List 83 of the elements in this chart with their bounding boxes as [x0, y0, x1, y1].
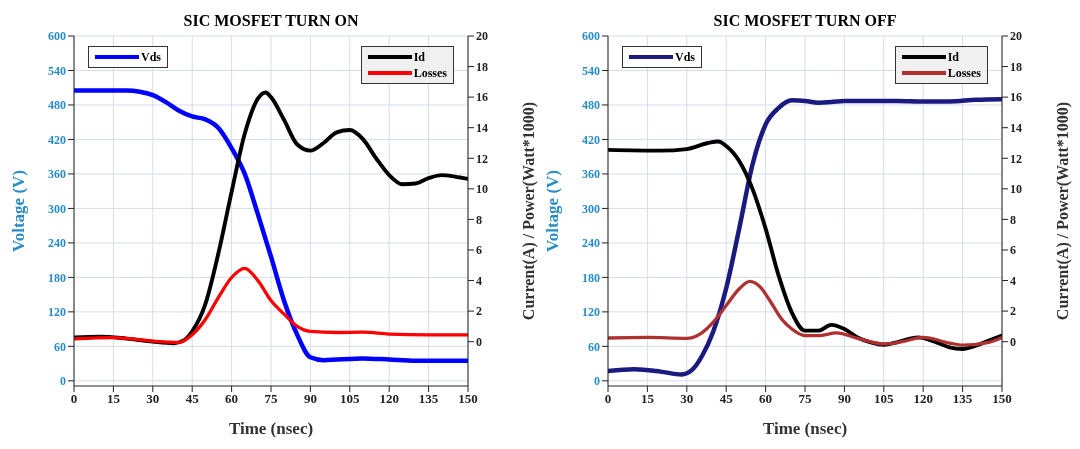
- x-tick-label: 60: [759, 391, 773, 407]
- y-tick-label: 300: [582, 201, 600, 216]
- y2-tick-label: 4: [476, 273, 482, 288]
- x-tick-label: 30: [146, 391, 160, 407]
- y-tick-label: 540: [48, 63, 66, 78]
- y2-tick-label: 6: [1010, 243, 1016, 258]
- y2-tick-label: 16: [1010, 90, 1022, 105]
- y-tick-label: 0: [594, 374, 600, 389]
- y-tick-label: 600: [582, 29, 600, 44]
- y-tick-label: 480: [48, 98, 66, 113]
- x-tick-label: 15: [640, 391, 655, 407]
- y2-tick-label: 20: [1010, 29, 1022, 44]
- x-tick-label: 15: [106, 391, 121, 407]
- legend-label: Vds: [675, 49, 696, 65]
- y2-tick-label: 18: [476, 59, 488, 74]
- y2-tick-label: 12: [1010, 151, 1022, 166]
- y2-tick-label: 0: [476, 334, 482, 349]
- y-tick-label: 300: [48, 201, 66, 216]
- line-series: [74, 266, 468, 344]
- y2-tick-label: 2: [476, 304, 482, 319]
- x-tick-label: 45: [719, 391, 734, 407]
- x-tick-label: 120: [913, 391, 933, 407]
- legend-label: Id: [413, 49, 425, 65]
- y-tick-label: 600: [48, 29, 66, 44]
- y-tick-label: 240: [582, 236, 600, 251]
- y-tick-label: 120: [582, 305, 600, 320]
- y2-tick-label: 18: [1010, 59, 1022, 74]
- x-tick-label: 90: [837, 391, 851, 407]
- y2-tick-label: 6: [476, 243, 482, 258]
- x-tick-label: 135: [418, 391, 439, 407]
- x-tick-label: 60: [225, 391, 239, 407]
- x-axis-title: Time (nsec): [762, 419, 848, 438]
- y-axis-title: Voltage (V): [9, 170, 29, 252]
- y2-tick-label: 0: [1010, 334, 1016, 349]
- y-tick-label: 240: [48, 236, 66, 251]
- y-tick-label: 180: [582, 270, 600, 285]
- y-tick-label: 180: [48, 270, 66, 285]
- x-tick-label: 105: [874, 391, 895, 407]
- y2-tick-label: 12: [476, 151, 488, 166]
- line-series: [608, 96, 1002, 377]
- y2-tick-label: 14: [1010, 120, 1022, 135]
- y2-tick-label: 10: [1010, 182, 1022, 197]
- y2-tick-label: 14: [476, 120, 488, 135]
- x-tick-label: 0: [604, 391, 612, 407]
- y-tick-label: 480: [582, 98, 600, 113]
- y-tick-label: 540: [582, 63, 600, 78]
- line-series: [608, 279, 1002, 347]
- x-tick-label: 45: [185, 391, 200, 407]
- legend-label: Losses: [947, 65, 981, 81]
- x-tick-label: 120: [379, 391, 399, 407]
- x-tick-label: 0: [70, 391, 78, 407]
- x-tick-label: 105: [340, 391, 361, 407]
- x-tick-label: 75: [264, 391, 278, 407]
- y2-tick-label: 8: [1010, 212, 1016, 227]
- y-tick-label: 420: [582, 132, 600, 147]
- y-tick-label: 120: [48, 305, 66, 320]
- y2-tick-label: 4: [1010, 273, 1016, 288]
- x-tick-label: 90: [303, 391, 317, 407]
- x-axis-title: Time (nsec): [228, 419, 314, 438]
- x-tick-label: 150: [992, 391, 1012, 407]
- y2-tick-label: 20: [476, 29, 488, 44]
- legend-label: Id: [947, 49, 959, 65]
- y-tick-label: 60: [54, 339, 66, 354]
- y2-axis-title: Current(A) / Power(Watt*1000): [519, 101, 538, 321]
- legend-label: Vds: [141, 49, 162, 65]
- y-tick-label: 360: [48, 167, 66, 182]
- y-axis-title: Voltage (V): [543, 170, 563, 252]
- x-tick-label: 75: [798, 391, 812, 407]
- chart-title: SIC MOSFET TURN OFF: [712, 12, 898, 30]
- legend-label: Losses: [413, 65, 447, 81]
- y2-tick-label: 10: [476, 182, 488, 197]
- x-tick-label: 135: [952, 391, 973, 407]
- y2-tick-label: 16: [476, 90, 488, 105]
- y2-tick-label: 8: [476, 212, 482, 227]
- chart-title: SIC MOSFET TURN ON: [182, 12, 360, 30]
- y-tick-label: 360: [582, 167, 600, 182]
- y2-axis-title: Current(A) / Power(Watt*1000): [1053, 101, 1072, 321]
- y-tick-label: 420: [48, 132, 66, 147]
- y-tick-label: 60: [588, 339, 600, 354]
- x-tick-label: 150: [458, 391, 478, 407]
- y2-tick-label: 2: [1010, 304, 1016, 319]
- x-tick-label: 30: [680, 391, 694, 407]
- y-tick-label: 0: [60, 374, 66, 389]
